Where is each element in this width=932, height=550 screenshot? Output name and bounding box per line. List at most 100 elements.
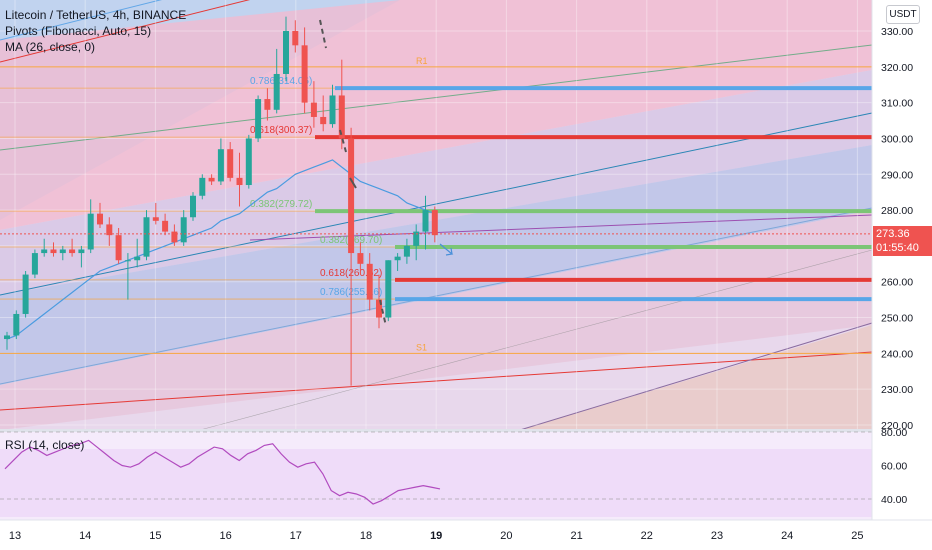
- time-tick-label: 14: [79, 530, 91, 542]
- time-axis-labels[interactable]: 13 14 15 16 17 18 19 20 21 22 23 24 25: [9, 530, 864, 542]
- candle-body: [87, 213, 94, 250]
- candle-body: [348, 138, 355, 254]
- fib-label: 0.382(279.72): [250, 199, 312, 210]
- candle-body: [4, 335, 10, 340]
- candle-body: [227, 149, 234, 178]
- pivot-label: S1: [416, 342, 427, 352]
- time-tick-label: 16: [219, 530, 231, 542]
- candle-body: [41, 249, 48, 254]
- time-tick-label: 19: [430, 530, 442, 542]
- chart-legend: Litecoin / TetherUS, 4h, BINANCE Pivots …: [5, 7, 186, 55]
- candle-body: [69, 249, 76, 254]
- candle-body: [106, 224, 113, 236]
- time-tick-label: 21: [570, 530, 582, 542]
- candle-body: [190, 195, 196, 218]
- time-tick-label: 23: [711, 530, 723, 542]
- time-tick-label: 24: [781, 530, 793, 542]
- last-price-value: 273.36: [876, 228, 910, 240]
- pane-separator[interactable]: [0, 429, 872, 432]
- last-price-badge: 273.36 01:55:40: [873, 226, 932, 256]
- candle-body: [255, 99, 262, 139]
- candle-body: [329, 95, 336, 125]
- price-tick-label: 300.00: [881, 133, 913, 145]
- pivots-indicator-label[interactable]: Pivots (Fibonacci, Auto, 15): [5, 24, 152, 38]
- ma-path: [6, 159, 436, 340]
- price-tick-label: 330.00: [881, 26, 913, 38]
- time-tick-label: 15: [149, 530, 161, 542]
- candle-body: [236, 177, 243, 186]
- rsi-path: [4, 439, 441, 505]
- candle-body: [320, 116, 327, 125]
- candle-body: [413, 231, 420, 246]
- bar-countdown: 01:55:40: [876, 242, 919, 254]
- candle-body: [171, 231, 178, 243]
- rsi-line: [0, 431, 872, 505]
- price-tick-label: 220.00: [881, 420, 913, 432]
- price-axis-labels: 220.00230.00240.00250.00260.00270.00280.…: [881, 26, 913, 506]
- price-tick-label: 320.00: [881, 62, 913, 74]
- candle-body: [208, 177, 215, 182]
- ma-indicator-label[interactable]: MA (26, close, 0): [5, 40, 96, 54]
- rsi-tick-label: 60.00: [881, 461, 907, 473]
- pivot-label: R1: [416, 56, 428, 66]
- candle-body: [357, 253, 364, 264]
- candle-body: [310, 102, 317, 117]
- rsi-band: [0, 449, 872, 517]
- candle-body: [376, 299, 382, 318]
- rsi-indicator-label[interactable]: RSI (14, close): [5, 438, 85, 452]
- candle-body: [422, 210, 429, 232]
- time-tick-label: 20: [500, 530, 512, 542]
- candle-body: [403, 245, 410, 257]
- rsi-tick-label: 40.00: [881, 494, 907, 506]
- time-tick-label: 25: [851, 530, 863, 542]
- candle-body: [124, 260, 131, 262]
- price-tick-label: 280.00: [881, 205, 913, 217]
- candle-body: [50, 249, 57, 254]
- time-tick-label: 18: [360, 530, 372, 542]
- candle-body: [283, 31, 289, 74]
- price-tick-label: 230.00: [881, 384, 913, 396]
- candle-body: [162, 220, 169, 232]
- price-tick-label: 260.00: [881, 277, 913, 289]
- candle-body: [143, 217, 150, 257]
- candle-body: [264, 99, 271, 110]
- rsi-tick-label: 80.00: [881, 427, 907, 439]
- fib-label: 0.618(300.37): [250, 125, 312, 136]
- time-tick-label: 17: [290, 530, 302, 542]
- candle-body: [134, 256, 141, 261]
- candle-body: [301, 45, 308, 103]
- candle-body: [385, 260, 392, 318]
- price-tick-label: 290.00: [881, 169, 913, 181]
- price-tick-label: 310.00: [881, 98, 913, 110]
- candle-body: [97, 213, 103, 225]
- candle-body: [180, 217, 187, 243]
- price-axis[interactable]: [873, 0, 932, 550]
- candle-body: [152, 217, 159, 221]
- candle-body: [199, 177, 206, 196]
- candle-body: [115, 235, 122, 261]
- time-tick-label: 22: [641, 530, 653, 542]
- candle-body: [366, 263, 373, 300]
- candle-body: [78, 249, 85, 254]
- candle-body: [13, 313, 20, 336]
- candles: [0, 16, 872, 386]
- fib-label: 0.786(314.06): [250, 76, 312, 87]
- candle-body: [292, 31, 299, 46]
- candle-body: [394, 256, 401, 261]
- price-tick-label: 250.00: [881, 313, 913, 325]
- time-tick-label: 13: [9, 530, 21, 542]
- projection-marks: [319, 19, 454, 327]
- symbol-title[interactable]: Litecoin / TetherUS, 4h, BINANCE: [5, 8, 187, 22]
- currency-button[interactable]: USDT: [886, 5, 920, 24]
- candle-body: [31, 253, 38, 275]
- candle-body: [431, 210, 438, 236]
- candle-body: [338, 95, 345, 139]
- price-tick-label: 240.00: [881, 348, 913, 360]
- candle-body: [59, 249, 66, 254]
- candle-body: [22, 274, 29, 314]
- ma-line: [6, 159, 436, 340]
- candle-body: [217, 149, 224, 182]
- candle-body: [245, 138, 252, 186]
- candle-body: [273, 73, 280, 110]
